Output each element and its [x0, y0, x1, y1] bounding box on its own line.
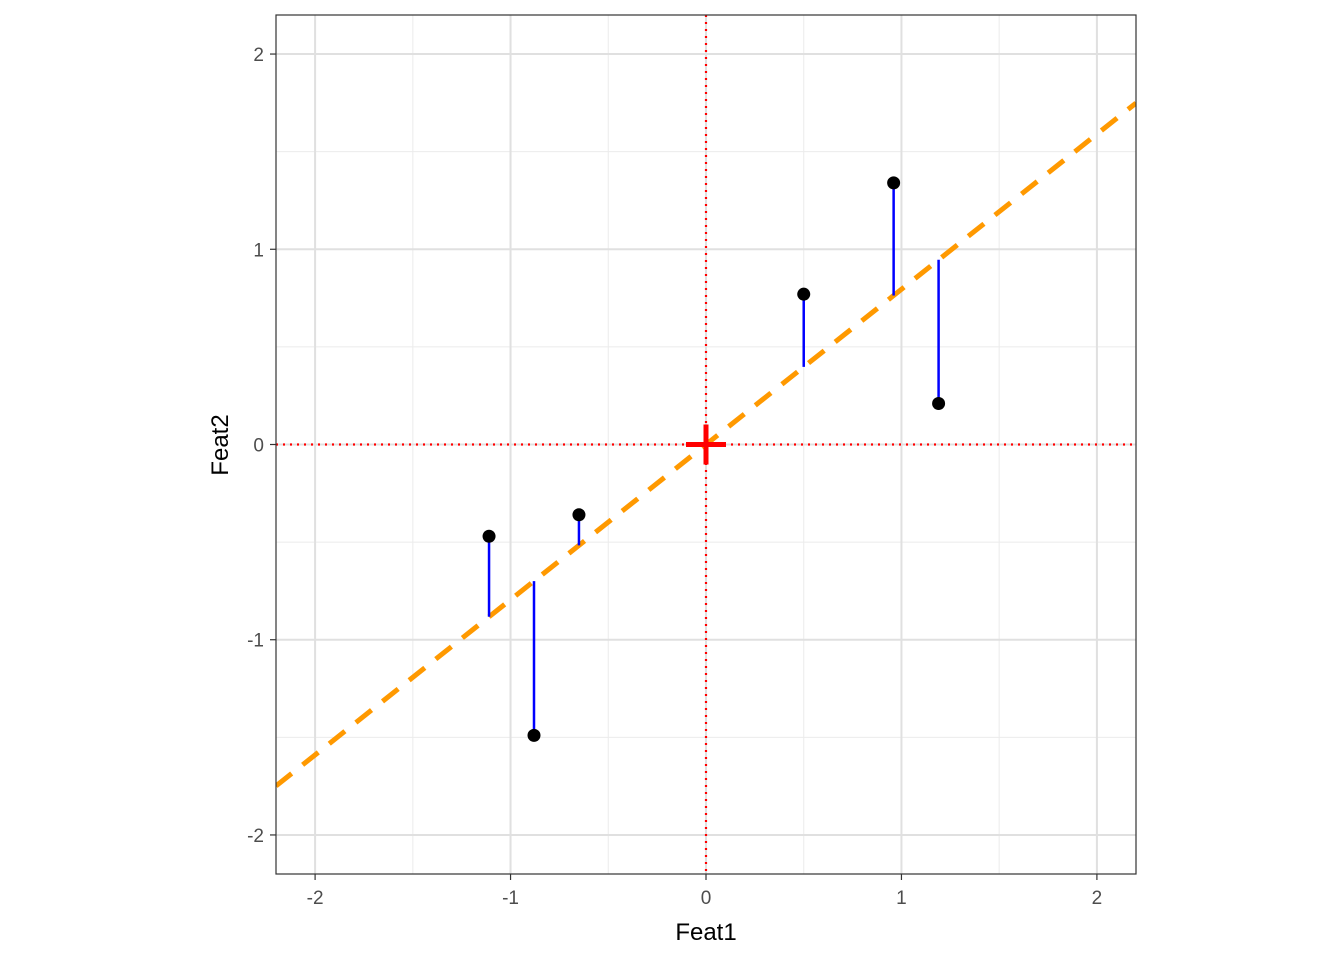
y-axis-ticks: -2 -1 0 1 2 — [247, 45, 276, 847]
x-tick-label: 0 — [701, 888, 712, 909]
y-tick-label: -1 — [247, 631, 264, 652]
data-point — [797, 287, 811, 301]
residual-segments — [487, 182, 940, 736]
data-point — [482, 529, 496, 543]
y-tick-label: -2 — [247, 826, 264, 847]
x-tick-label: 1 — [896, 888, 907, 909]
data-points — [482, 176, 946, 742]
y-tick-label: 0 — [253, 436, 264, 457]
reference-lines — [276, 15, 1136, 874]
x-tick-label: -1 — [502, 888, 519, 909]
data-point — [932, 397, 946, 411]
data-point — [527, 728, 541, 742]
x-axis-ticks: -2 -1 0 1 2 — [307, 874, 1103, 909]
y-axis-title: Feat2 — [207, 414, 234, 475]
data-point — [887, 176, 901, 190]
x-tick-label: -2 — [307, 888, 324, 909]
x-tick-label: 2 — [1092, 888, 1103, 909]
x-axis-title: Feat1 — [675, 919, 736, 946]
data-point — [572, 508, 586, 522]
y-tick-label: 1 — [253, 240, 264, 261]
center-marker-group — [686, 424, 726, 465]
y-tick-label: 2 — [253, 45, 264, 66]
